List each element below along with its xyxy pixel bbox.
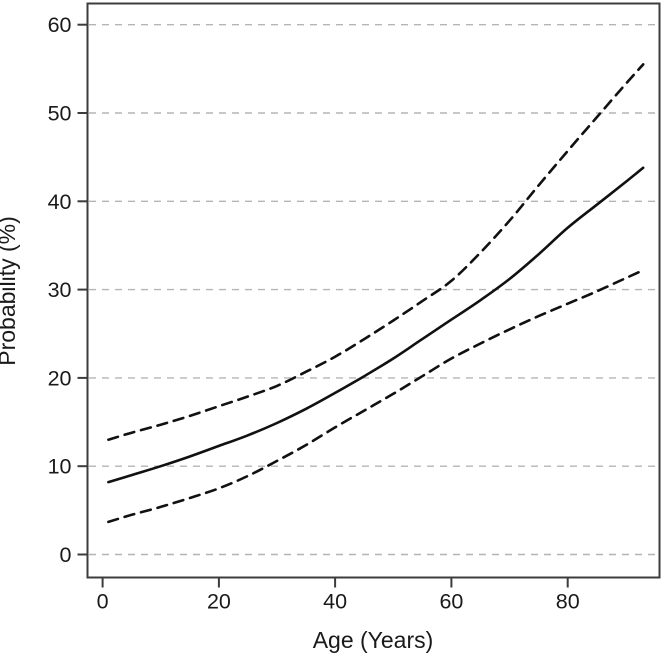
y-tick-label-20: 20	[48, 366, 72, 390]
y-tick-label-30: 30	[48, 278, 72, 302]
lower-95ci-curve	[107, 268, 645, 524]
predicted-probability-curve	[107, 166, 645, 484]
x-tick-label-20: 20	[207, 590, 231, 614]
y-axis-title: Probability (%)	[0, 216, 20, 366]
y-tick-label-40: 40	[48, 190, 72, 214]
y-tick-label-50: 50	[48, 102, 72, 126]
x-tick-label-60: 60	[439, 590, 463, 614]
upper-95ci-curve	[107, 63, 645, 441]
y-tick-label-10: 10	[48, 455, 72, 479]
x-tick-label-0: 0	[97, 590, 109, 614]
y-tick-label-60: 60	[48, 13, 72, 37]
x-tick-label-80: 80	[556, 590, 580, 614]
x-tick-label-40: 40	[323, 590, 347, 614]
x-axis-title: Age (Years)	[313, 627, 434, 653]
plot-box	[86, 2, 661, 579]
y-tick-label-0: 0	[60, 543, 72, 567]
plot-area: 0 10 20 30 40 50 60 0 20 40 60 80	[48, 2, 661, 614]
